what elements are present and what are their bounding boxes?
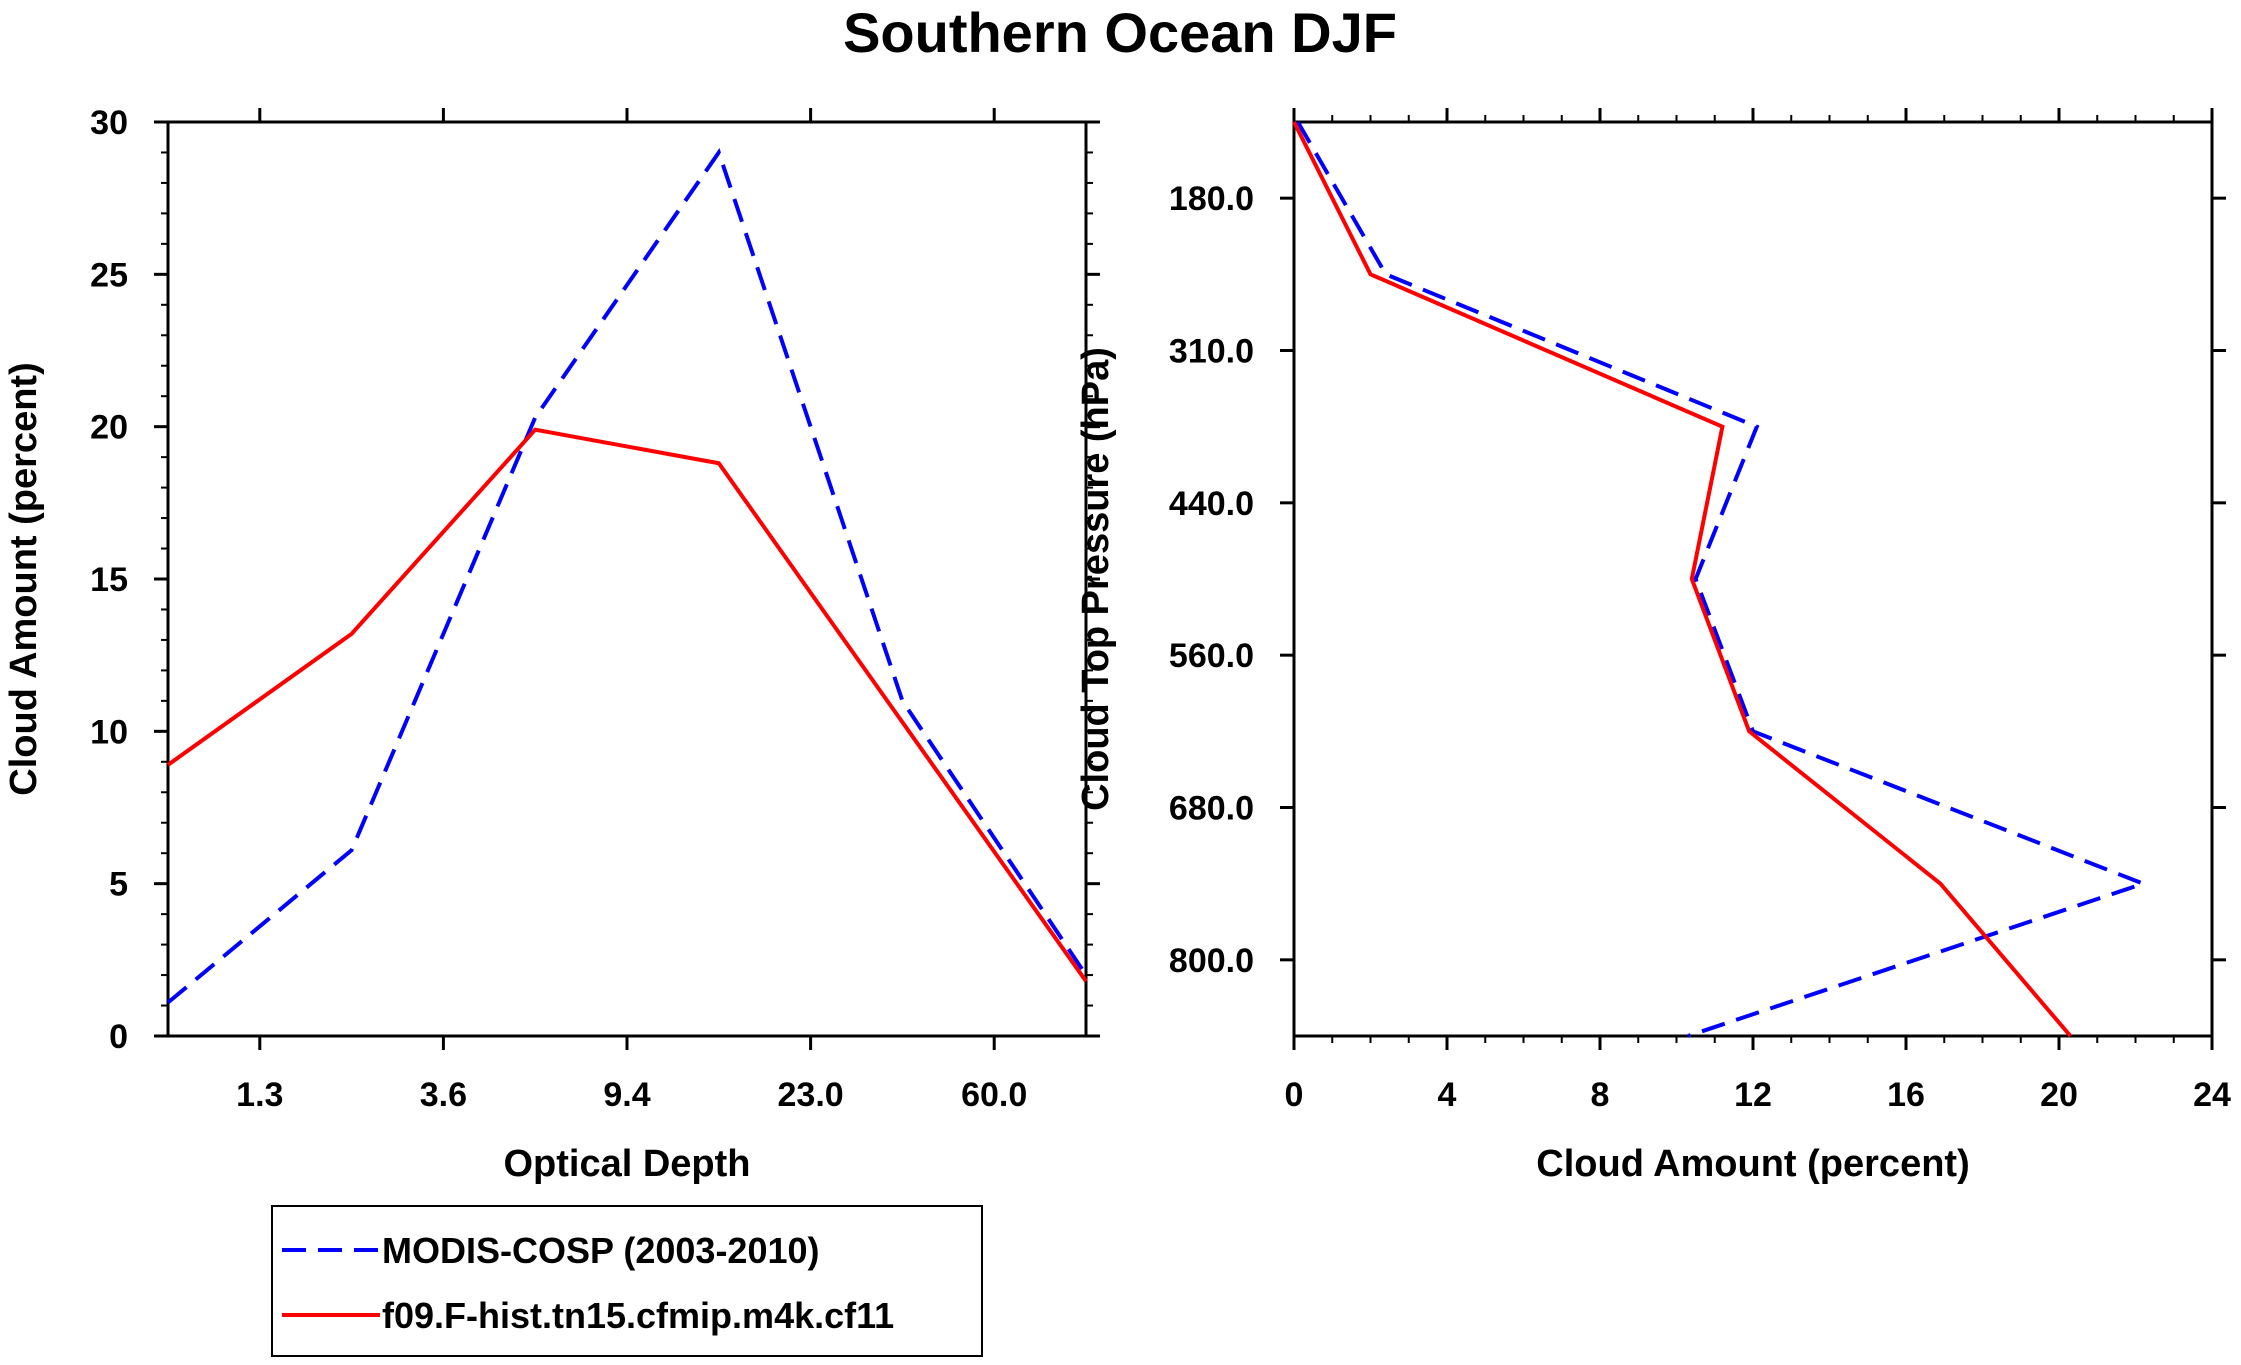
right-ytick-label: 560.0 [1169,637,1254,675]
right-xtick-label: 0 [1285,1076,1304,1114]
left-series-line-model [166,427,1088,983]
left-ytick-label: 0 [109,1018,128,1056]
right-plot-frame [1292,120,2214,1038]
right-ytick-label: 180.0 [1169,180,1254,218]
right-ytick-label: 310.0 [1169,333,1254,371]
left-ytick-label: 20 [90,409,128,447]
right-xaxis-label: Cloud Amount (percent) [1536,1143,1969,1185]
right-xtick-label: 20 [2040,1076,2078,1114]
legend-label-modis: MODIS-COSP (2003-2010) [382,1230,820,1271]
right-series-line-model [1292,121,2072,1038]
left-panel-optical-depth: 0 5 10 15 20 25 30 1.3 3.6 9.4 23.0 60.0 Optical Dep… [3,104,1100,1185]
left-ytick-label: 25 [90,256,128,294]
right-ytick-label: 800.0 [1169,942,1254,980]
left-plot-frame [166,120,1088,1038]
right-xtick-label: 4 [1438,1076,1457,1114]
right-panel-cloud-top-pressure: 0 4 8 12 16 20 24 180.0 310.0 440.0 560.0 680.0 800.… [1075,108,2231,1185]
left-xaxis-label: Optical Depth [503,1143,750,1185]
right-xtick-label: 12 [1734,1076,1772,1114]
right-xtick-label: 24 [2193,1076,2231,1114]
left-xtick-label: 3.6 [420,1076,467,1114]
legend: MODIS-COSP (2003-2010) f09.F-hist.tn15.cf… [271,1205,983,1357]
figure-title: Southern Ocean DJF [843,1,1397,64]
right-xtick-label: 8 [1591,1076,1610,1114]
left-xtick-label: 1.3 [236,1076,283,1114]
left-ytick-label: 5 [109,866,128,904]
right-yaxis-label: Cloud Top Pressure (hPa) [1075,347,1117,811]
left-xtick-label: 60.0 [961,1076,1027,1114]
left-series-line-modis [166,148,1088,1005]
left-xtick-label: 23.0 [778,1076,844,1114]
left-xtick-label: 9.4 [603,1076,650,1114]
right-series-line-modis [1296,120,2150,1038]
left-ytick-label: 15 [90,561,128,599]
right-ytick-label: 440.0 [1169,485,1254,523]
legend-label-model: f09.F-hist.tn15.cfmip.m4k.cf11 [382,1295,894,1336]
legend-box [271,1205,983,1357]
left-ytick-label: 30 [90,104,128,142]
right-xtick-label: 16 [1887,1076,1925,1114]
left-ytick-label: 10 [90,713,128,751]
right-ytick-label: 680.0 [1169,790,1254,828]
left-yaxis-label: Cloud Amount (percent) [3,362,45,795]
